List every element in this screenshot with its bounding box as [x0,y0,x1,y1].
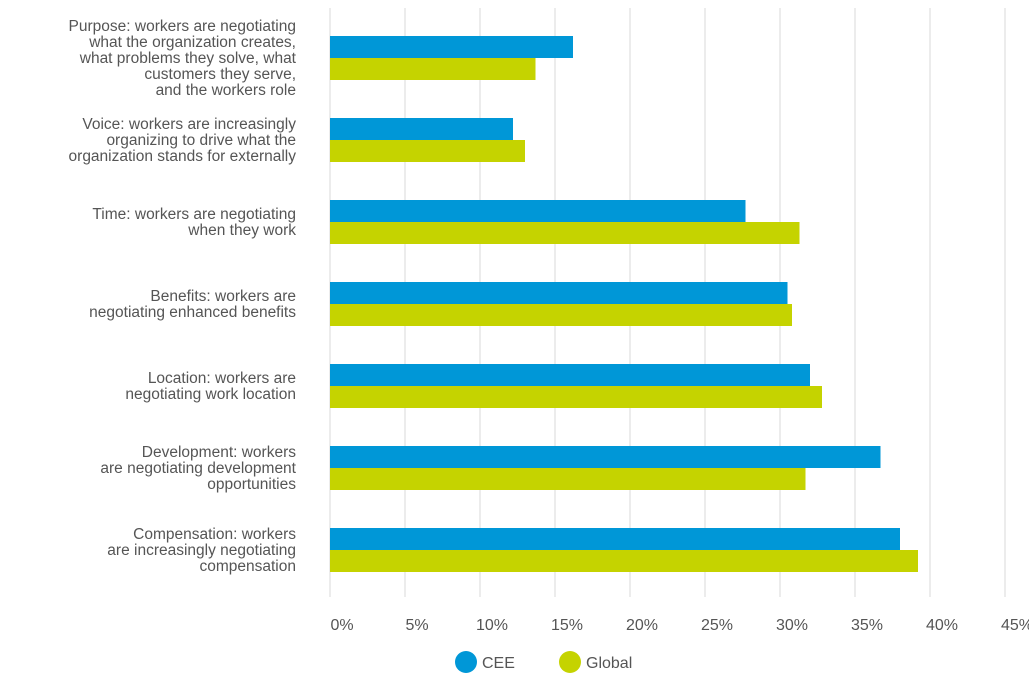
legend: CEE Global [455,651,632,673]
x-axis-tick-labels: 0% 5% 10% 15% 20% 25% 30% 35% 40% 45% [330,617,1029,634]
bar-cee-1 [330,118,513,140]
category-label: Voice: workers are increasingly organizin… [69,116,297,165]
bar-global-2 [330,222,800,244]
x-tick-label: 20% [626,617,658,634]
bar-cee-4 [330,364,810,386]
category-label: Purpose: workers are negotiating what the… [69,18,297,99]
category-label: Time: workers are negotiating when they w… [92,206,296,239]
category-label: Benefits: workers are negotiating enhance… [89,288,296,321]
bars [330,36,918,572]
bar-cee-3 [330,282,788,304]
category-label: Compensation: workers are increasingly ne… [107,526,296,575]
x-tick-label: 40% [926,617,958,634]
category-label: Location: workers are negotiating work lo… [125,370,296,403]
bar-global-0 [330,58,536,80]
bar-global-3 [330,304,792,326]
category-label: Development: workers are negotiating deve… [100,444,296,493]
x-tick-label: 10% [476,617,508,634]
bar-cee-6 [330,528,900,550]
bar-global-4 [330,386,822,408]
bar-global-1 [330,140,525,162]
legend-label-cee: CEE [482,655,515,672]
x-tick-label: 30% [776,617,808,634]
category-labels: Purpose: workers are negotiating what the… [69,18,297,575]
legend-swatch-global [559,651,581,673]
x-tick-label: 35% [851,617,883,634]
x-tick-label: 45% [1001,617,1029,634]
bar-cee-5 [330,446,881,468]
bar-global-6 [330,550,918,572]
x-tick-label: 25% [701,617,733,634]
x-tick-label: 5% [405,617,428,634]
x-tick-label: 15% [551,617,583,634]
legend-label-global: Global [586,655,632,672]
bar-cee-0 [330,36,573,58]
bar-global-5 [330,468,806,490]
legend-swatch-cee [455,651,477,673]
x-tick-label: 0% [330,617,353,634]
bar-cee-2 [330,200,746,222]
